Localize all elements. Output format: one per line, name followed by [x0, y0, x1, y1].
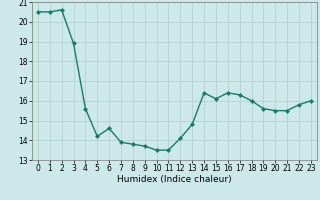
X-axis label: Humidex (Indice chaleur): Humidex (Indice chaleur) — [117, 175, 232, 184]
